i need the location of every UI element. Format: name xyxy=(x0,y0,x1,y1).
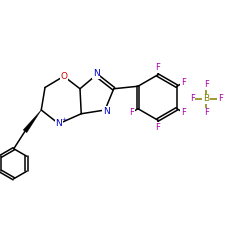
Text: F: F xyxy=(129,108,134,117)
Text: F: F xyxy=(155,123,160,132)
Text: +: + xyxy=(61,117,66,122)
Text: N: N xyxy=(93,69,100,78)
Text: F: F xyxy=(190,94,195,103)
Text: N: N xyxy=(103,107,110,116)
Polygon shape xyxy=(23,110,41,132)
Text: F: F xyxy=(204,108,209,117)
Text: F: F xyxy=(181,108,186,117)
Text: B: B xyxy=(203,94,209,103)
Text: F: F xyxy=(204,80,209,89)
Text: F: F xyxy=(181,78,186,87)
Text: F: F xyxy=(155,63,160,72)
Text: O: O xyxy=(60,72,67,81)
Text: N: N xyxy=(56,119,62,128)
Text: F: F xyxy=(218,94,223,103)
